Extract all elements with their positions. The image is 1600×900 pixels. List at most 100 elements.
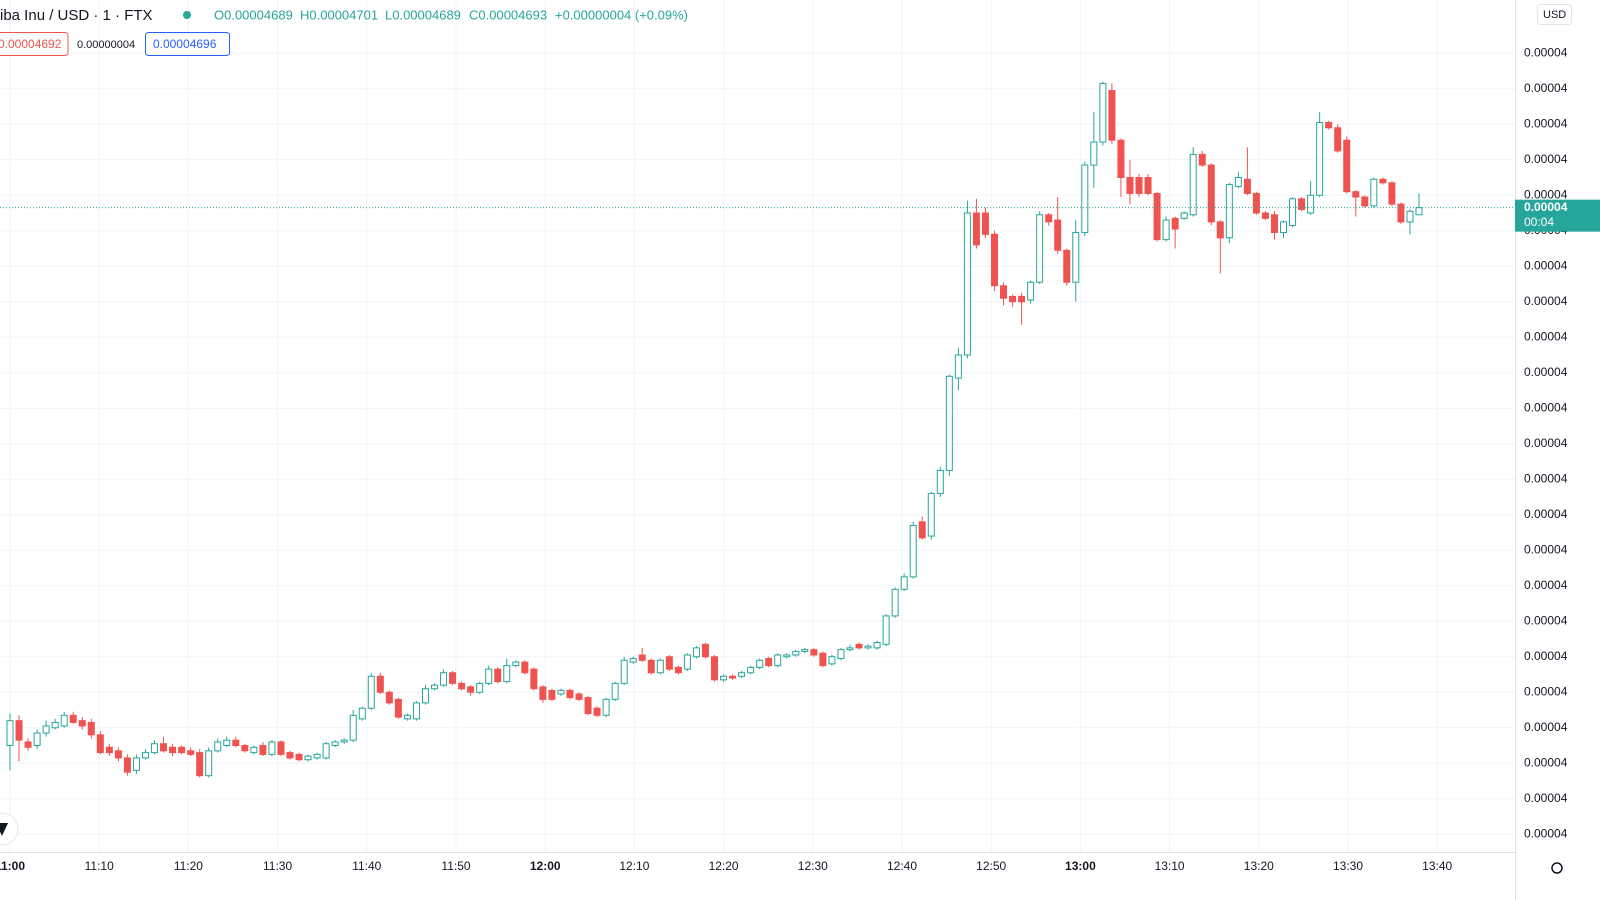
candle-body: [1334, 127, 1342, 152]
candle-body: [756, 659, 764, 668]
candle-body: [169, 746, 177, 754]
candle-body: [1036, 214, 1044, 283]
candle-body: [620, 659, 628, 684]
candle-body: [1252, 192, 1260, 214]
candle-body: [972, 212, 980, 246]
settings-icon[interactable]: [1551, 862, 1563, 874]
candle-body: [1099, 82, 1107, 143]
candle-body: [1198, 153, 1206, 166]
candle-body: [927, 492, 935, 537]
candle-body: [801, 649, 809, 652]
candle-body: [1325, 121, 1333, 129]
candle-body: [665, 656, 673, 670]
price-tag-countdown: 00:04: [1524, 215, 1554, 229]
candle-body: [42, 725, 50, 734]
candle-body: [1207, 164, 1215, 223]
buy-button[interactable]: [145, 32, 230, 56]
candle-body: [539, 686, 547, 700]
candle-body: [223, 739, 231, 746]
ohlc-change: +0.00000004 (+0.09%): [555, 7, 688, 22]
candle-body: [286, 752, 294, 759]
candle-body: [900, 576, 908, 590]
x-tick-label: 13:30: [1333, 859, 1363, 873]
spread: 0.00000004: [77, 39, 135, 51]
candle-body: [747, 666, 755, 674]
ohlc-open: O0.00004689: [214, 7, 293, 22]
grid: [0, 0, 1515, 852]
sell-button[interactable]: [0, 32, 69, 56]
candle-body: [412, 702, 420, 720]
currency[interactable]: USD: [1543, 9, 1566, 21]
candle-body: [1117, 139, 1125, 179]
candle-body: [882, 615, 890, 645]
candle-body: [141, 752, 149, 759]
candle-body: [521, 661, 529, 674]
ohlc-close: C0.00004693: [469, 7, 547, 22]
x-tick-label: 12:10: [619, 859, 649, 873]
candle-body: [1316, 121, 1324, 196]
x-tick-label: 13:40: [1422, 859, 1452, 873]
candle-body: [241, 745, 249, 752]
candle-body: [313, 753, 321, 759]
candle-body: [1280, 221, 1288, 234]
candle-body: [873, 642, 881, 649]
candle-body: [494, 668, 502, 683]
symbol-title: iba Inu / USD · 1 · FTX: [0, 7, 153, 24]
y-tick-label: 0.00004: [1524, 720, 1568, 734]
currency-button[interactable]: [1537, 4, 1572, 25]
candle-body: [403, 714, 411, 720]
candle-body: [132, 757, 140, 771]
candle-body: [530, 668, 538, 690]
candle-body: [593, 707, 601, 716]
candle-body: [96, 734, 104, 754]
ohlc-low: L0.00004689: [385, 7, 461, 22]
x-tick-label: 12:40: [887, 859, 917, 873]
ohlc-high: H0.00004701: [300, 7, 378, 22]
candle-body: [602, 698, 610, 716]
candle-body: [512, 661, 520, 667]
y-tick-label: 0.00004: [1524, 507, 1568, 521]
candle-body: [1162, 219, 1170, 241]
candle-body: [1216, 221, 1224, 239]
x-tick-label: 12:00: [530, 859, 561, 873]
candle-body: [557, 689, 565, 695]
candle-body: [376, 675, 384, 693]
y-tick-label: 0.00004: [1524, 45, 1568, 59]
y-tick-label: 0.00004: [1524, 684, 1568, 698]
candle-body: [78, 720, 86, 727]
candle-body: [485, 668, 493, 684]
y-tick-label: 0.00004: [1524, 613, 1568, 627]
candle-body: [69, 714, 77, 723]
x-tick-label: 12:20: [709, 859, 739, 873]
candle-body: [114, 750, 122, 759]
candle-body: [1289, 198, 1297, 226]
y-tick-label: 0.00004: [1524, 578, 1568, 592]
candle-body: [1379, 178, 1387, 184]
candle-body: [277, 741, 285, 755]
candle-body: [458, 682, 466, 690]
price-tag: [1515, 199, 1600, 232]
candle-body: [1415, 207, 1423, 216]
candle-body: [268, 741, 276, 755]
candle-body: [683, 654, 691, 670]
candle-body: [1081, 164, 1089, 234]
y-tick-label: 0.00004: [1524, 365, 1568, 379]
candle-body: [250, 746, 258, 754]
y-tick-label: 0.00004: [1524, 152, 1568, 166]
candle-body: [629, 658, 637, 663]
candle-body: [828, 656, 836, 665]
buy-price[interactable]: 0.00004696: [153, 37, 217, 51]
candle-body: [981, 212, 989, 235]
candle-body: [774, 654, 782, 667]
candle-body: [1397, 203, 1405, 223]
candle-body: [1298, 198, 1306, 210]
y-tick-label: 0.00004: [1524, 436, 1568, 450]
sell-price[interactable]: 0.00004692: [0, 37, 62, 51]
candle-body: [205, 750, 213, 777]
candle-body: [1045, 214, 1053, 223]
price-axis: [1515, 0, 1600, 900]
y-tick-label: 0.00004: [1524, 400, 1568, 414]
candle-body: [855, 643, 863, 649]
candle-body: [1135, 177, 1143, 194]
candle-body: [367, 675, 375, 709]
